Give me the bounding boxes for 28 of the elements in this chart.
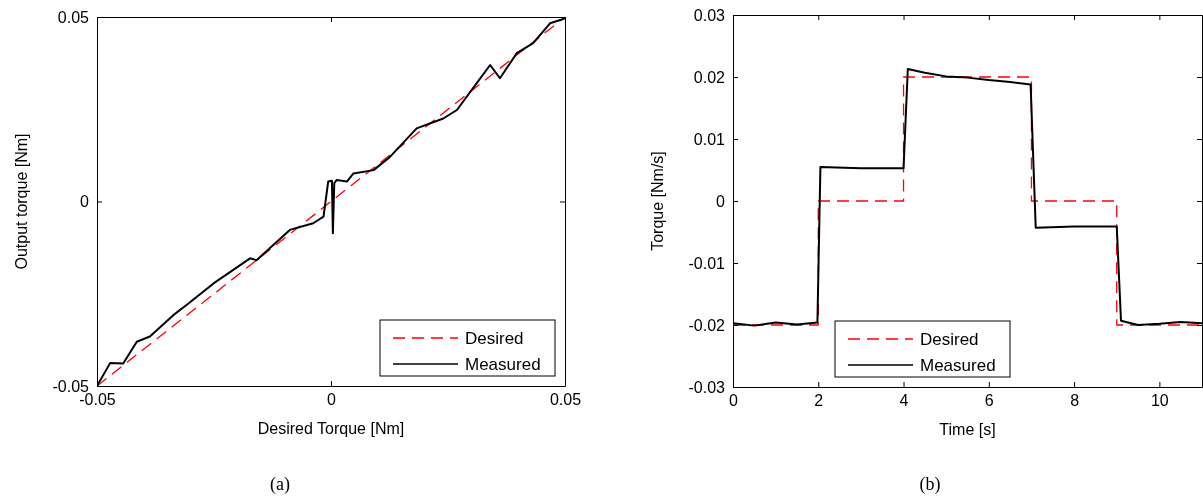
text: (a) — [270, 474, 290, 495]
y-tick-label: 0.02 — [693, 68, 726, 86]
x-tick-label: 6 — [984, 392, 994, 410]
legend-label: Measured — [920, 356, 996, 375]
y-axis-title: Torque [Nm/s] — [649, 151, 666, 251]
x-tick-label: 4 — [899, 392, 909, 410]
y-tick-label: 0.03 — [693, 6, 726, 24]
y-tick-label: -0.03 — [688, 378, 726, 396]
x-tick-label: 10 — [1150, 392, 1169, 410]
y-tick-label: -0.02 — [688, 316, 726, 334]
y-tick-label: 0.01 — [693, 130, 726, 148]
legend-label: Desired — [465, 329, 524, 348]
y-tick-label: -0.01 — [688, 254, 726, 272]
x-tick-label: 0 — [327, 391, 337, 409]
y-tick-label: 0 — [80, 193, 90, 211]
x-tick-label: -0.05 — [79, 391, 116, 409]
x-axis-title: Desired Torque [Nm] — [257, 420, 405, 437]
x-tick-label: 0 — [729, 392, 739, 410]
x-axis-title: Time [s] — [939, 421, 996, 438]
x-tick-label: 0.05 — [549, 391, 582, 409]
y-axis-title: Output torque [Nm] — [13, 133, 30, 270]
x-tick-label: 2 — [814, 392, 824, 410]
legend-label: Desired — [920, 330, 979, 349]
legend-label: Measured — [465, 355, 541, 374]
y-tick-label: 0 — [716, 192, 726, 210]
text: (b) — [919, 474, 941, 495]
y-tick-label: 0.05 — [57, 8, 90, 26]
x-tick-label: 8 — [1070, 392, 1080, 410]
